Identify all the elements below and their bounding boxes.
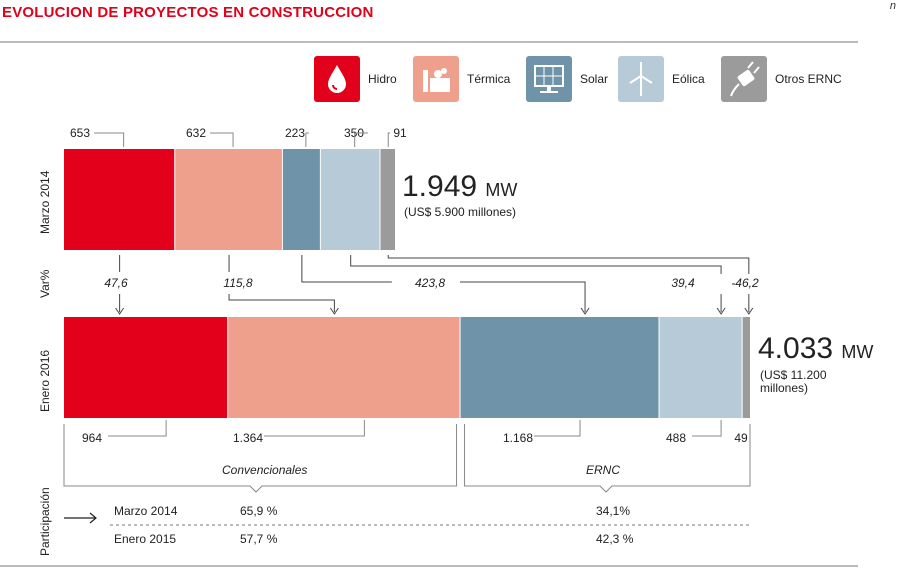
leader-top-3 — [354, 132, 368, 147]
total-bottom-unit: MW — [841, 342, 874, 362]
value-label-top-0: 653 — [70, 126, 90, 140]
connector-2 — [301, 255, 586, 312]
connector-4 — [387, 255, 750, 312]
leader-top-4 — [387, 132, 390, 147]
legend-termica: Térmica — [413, 56, 510, 102]
arrow-0 — [115, 307, 125, 315]
value-label-bottom-4: 49 — [734, 431, 748, 445]
value-label-bottom-3: 488 — [666, 431, 686, 445]
leader-bottom-3 — [692, 420, 722, 437]
bar-bottom-0 — [64, 317, 228, 418]
value-label-top-4: 91 — [393, 126, 407, 140]
arrow-4 — [744, 307, 754, 315]
leader-bottom-0 — [108, 420, 167, 437]
total-top-value: 1.949 — [402, 170, 478, 203]
part-row-1-ernc: 34,1% — [596, 504, 631, 518]
legend-solar: Solar — [526, 56, 608, 102]
bar-top-0 — [64, 149, 175, 250]
plug-icon — [721, 56, 767, 102]
wind-turbine-icon — [618, 56, 664, 102]
bracket-conv — [63, 424, 458, 493]
row-label-top: Marzo 2014 — [38, 170, 52, 234]
group-ernc-label: ERNC — [586, 463, 621, 477]
value-label-bottom-2: 1.168 — [503, 431, 533, 445]
bar-bottom-1 — [228, 317, 460, 418]
corner-mark: n — [889, 0, 896, 12]
connector-1 — [228, 255, 335, 312]
row-label-participation: Participación — [38, 487, 52, 556]
arrow-1 — [329, 307, 339, 315]
leader-top-0 — [94, 132, 125, 147]
water-drop-icon — [314, 56, 360, 102]
total-top-unit: MW — [485, 180, 518, 200]
total-bottom-sub-1: (US$ 11.200 — [760, 368, 827, 382]
bar-top-2 — [282, 149, 320, 250]
part-row-2-ernc: 42,3 % — [596, 532, 634, 546]
leader-top-1 — [210, 132, 234, 147]
part-row-1-label: Marzo 2014 — [114, 504, 178, 518]
bar-bottom-4 — [742, 317, 750, 418]
legend-label: Hidro — [368, 72, 397, 86]
group-conv-label: Convencionales — [222, 463, 308, 477]
legend-eolica: Eólica — [618, 56, 705, 102]
bar-bottom-3 — [659, 317, 742, 418]
value-label-top-2: 223 — [285, 126, 305, 140]
bar-top-4 — [380, 149, 396, 250]
chart-title: EVOLUCION DE PROYECTOS EN CONSTRUCCION — [2, 4, 374, 21]
total-bottom: 4.033 MW — [758, 332, 873, 366]
bracket-ernc — [464, 424, 751, 493]
variation-label-2: 423,8 — [415, 276, 445, 290]
value-label-bottom-0: 964 — [82, 431, 102, 445]
value-label-top-1: 632 — [186, 126, 206, 140]
variation-label-0: 47,6 — [104, 276, 128, 290]
arrow-2 — [580, 307, 590, 315]
legend-label: Otros ERNC — [775, 72, 842, 86]
value-label-bottom-1: 1.364 — [233, 431, 263, 445]
total-bottom-value: 4.033 — [758, 332, 834, 365]
bar-top-3 — [320, 149, 380, 250]
variation-label-4: -46,2 — [731, 276, 759, 290]
arrow-3 — [716, 307, 726, 315]
bar-top-1 — [175, 149, 282, 250]
legend-label: Solar — [580, 72, 609, 86]
legend-label: Térmica — [467, 72, 511, 86]
legend-label: Eólica — [672, 72, 705, 86]
connector-3 — [350, 255, 722, 312]
row-label-var: Var% — [38, 269, 52, 298]
variation-label-1: 115,8 — [223, 276, 252, 290]
variation-label-3: 39,4 — [671, 276, 695, 290]
leader-top-2 — [305, 132, 309, 147]
part-row-1-conv: 65,9 % — [240, 504, 278, 518]
row-label-bottom: Enero 2016 — [38, 349, 52, 412]
leader-bottom-1 — [264, 420, 365, 437]
bar-bottom-2 — [460, 317, 659, 418]
total-top-sub: (US$ 5.900 millones) — [404, 205, 517, 219]
value-label-top-3: 350 — [344, 126, 364, 140]
legend-hidro: Hidro — [314, 56, 397, 102]
part-row-2-label: Enero 2015 — [114, 532, 177, 546]
leader-bottom-2 — [534, 420, 581, 437]
part-row-2-conv: 57,7 % — [240, 532, 278, 546]
legend-otros: Otros ERNC — [721, 56, 842, 102]
arrow-right-icon — [64, 512, 97, 524]
total-top: 1.949 MW — [402, 170, 517, 204]
solar-panel-icon — [526, 56, 572, 102]
total-bottom-sub-2: millones) — [760, 381, 809, 395]
factory-icon — [413, 56, 459, 102]
